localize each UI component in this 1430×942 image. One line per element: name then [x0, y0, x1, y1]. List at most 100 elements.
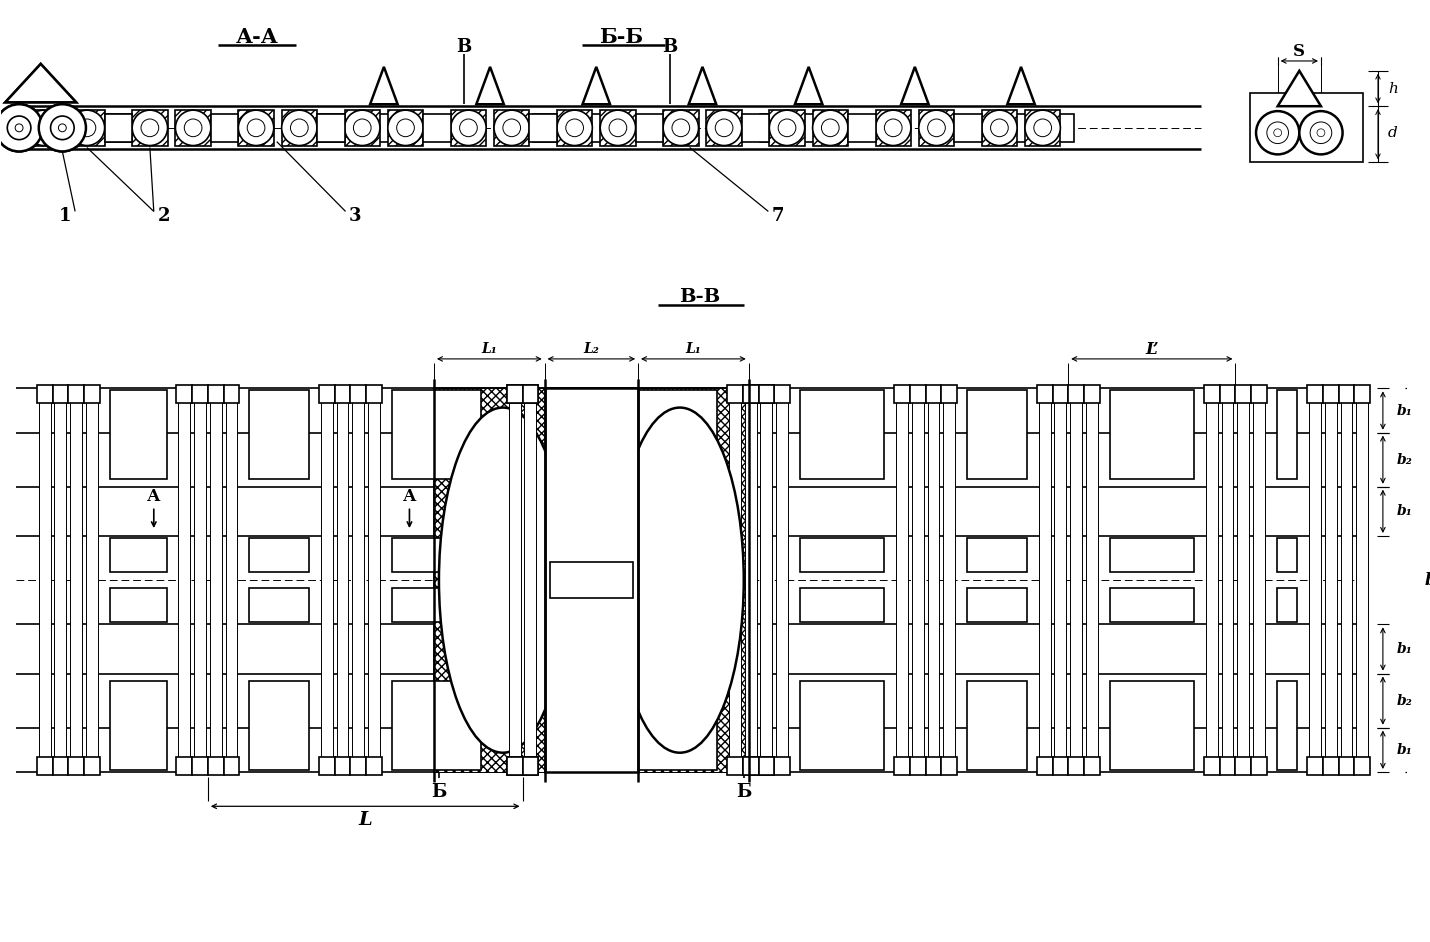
Text: h: h [1387, 82, 1397, 95]
Bar [1340, 388, 1353, 771]
Bar [1253, 388, 1266, 771]
Circle shape [556, 110, 592, 145]
Text: L’: L’ [1145, 341, 1158, 358]
Bar [320, 388, 333, 771]
Bar [110, 588, 166, 623]
Bar [179, 388, 190, 771]
Bar [925, 385, 941, 403]
Text: В: В [662, 39, 678, 57]
Bar [226, 388, 237, 771]
Circle shape [875, 110, 911, 145]
Bar [726, 757, 742, 775]
Circle shape [345, 110, 380, 145]
Circle shape [282, 110, 317, 145]
Bar [1068, 385, 1084, 403]
Bar [1052, 757, 1068, 775]
Bar [423, 114, 450, 141]
Bar [69, 110, 104, 145]
Text: L₁: L₁ [685, 342, 701, 356]
Bar [70, 388, 82, 771]
Text: b₁: b₁ [1397, 504, 1413, 518]
Polygon shape [901, 67, 928, 105]
Bar [1338, 757, 1354, 775]
Circle shape [706, 110, 742, 145]
Circle shape [0, 105, 43, 152]
Bar [249, 681, 309, 770]
Circle shape [16, 124, 23, 132]
Bar [799, 588, 884, 623]
Bar [875, 110, 911, 145]
Bar [110, 538, 166, 573]
Bar [506, 757, 522, 775]
Bar [319, 385, 335, 403]
Bar [1037, 385, 1052, 403]
Bar [522, 757, 538, 775]
Circle shape [769, 110, 805, 145]
Bar [1025, 110, 1061, 145]
Bar [176, 110, 210, 145]
Bar [210, 388, 222, 771]
Bar [742, 757, 758, 775]
Bar [493, 110, 529, 145]
Circle shape [59, 124, 66, 132]
Text: А: А [403, 488, 416, 505]
Circle shape [1300, 111, 1343, 154]
Bar [638, 388, 749, 771]
Bar [110, 681, 166, 770]
Bar [53, 757, 69, 775]
Bar [509, 388, 521, 771]
Bar [392, 681, 482, 770]
Bar [388, 110, 423, 145]
Bar [79, 114, 164, 141]
Bar [249, 538, 309, 573]
Bar [392, 390, 482, 479]
Bar [1237, 388, 1250, 771]
Bar [1068, 757, 1084, 775]
Bar [556, 110, 592, 145]
Bar [37, 757, 53, 775]
Bar [350, 757, 366, 775]
Text: L₂: L₂ [583, 342, 599, 356]
Text: b₁: b₁ [1397, 403, 1413, 417]
Bar [919, 110, 954, 145]
Bar [69, 757, 84, 775]
Bar [509, 388, 521, 771]
Bar [104, 114, 132, 141]
Bar [941, 757, 957, 775]
Bar [944, 388, 955, 771]
Bar [1038, 388, 1051, 771]
Bar [435, 388, 749, 771]
Polygon shape [476, 67, 503, 105]
Bar [110, 390, 166, 479]
Bar [54, 388, 66, 771]
Ellipse shape [439, 408, 566, 753]
Circle shape [1025, 110, 1061, 145]
Text: А: А [147, 488, 160, 505]
Bar [1110, 390, 1194, 479]
Text: b: b [1424, 572, 1430, 589]
Bar [1277, 538, 1297, 573]
Bar [742, 385, 758, 403]
Bar [894, 385, 909, 403]
Bar [761, 388, 772, 771]
Bar [799, 390, 884, 479]
Bar [506, 385, 522, 403]
Bar [525, 388, 536, 771]
Bar [967, 538, 1027, 573]
Bar [1356, 388, 1369, 771]
Bar [909, 385, 925, 403]
Text: b₁: b₁ [1397, 742, 1413, 756]
Bar [306, 114, 392, 141]
Polygon shape [6, 64, 76, 103]
Bar [799, 681, 884, 770]
Bar [1204, 385, 1220, 403]
Bar [601, 110, 635, 145]
Bar [726, 385, 742, 403]
Bar [664, 110, 698, 145]
Bar [758, 385, 774, 403]
Bar [249, 588, 309, 623]
Bar [192, 385, 207, 403]
Text: 1: 1 [59, 207, 72, 225]
Circle shape [450, 110, 486, 145]
Circle shape [919, 110, 954, 145]
